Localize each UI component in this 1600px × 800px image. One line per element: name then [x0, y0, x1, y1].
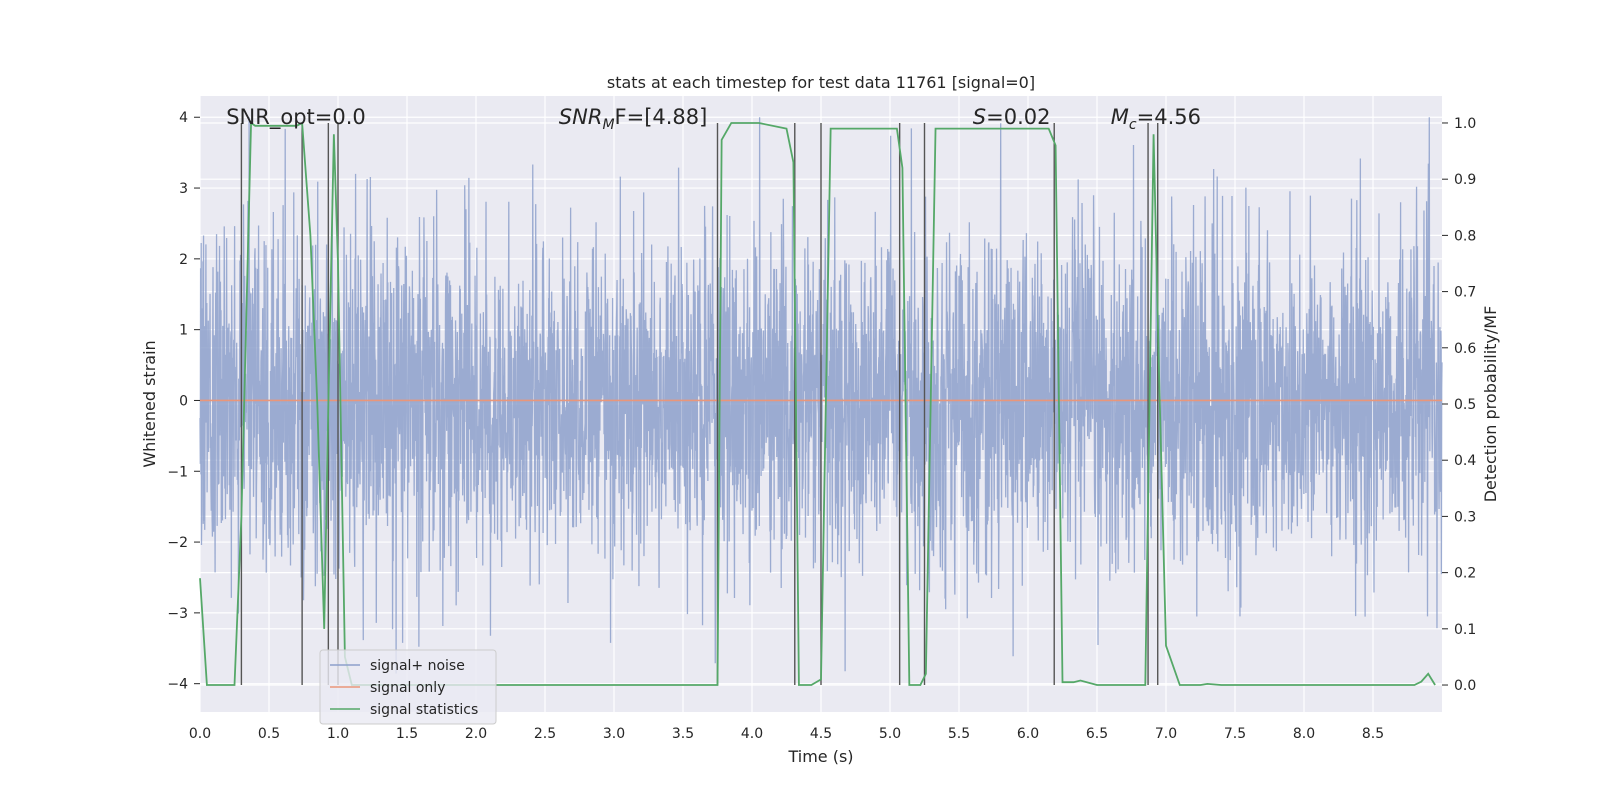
right-y-tick-label-10: 0.0: [1454, 678, 1476, 694]
x-tick-label-4: 2.0: [465, 726, 487, 742]
x-tick-label-12: 6.0: [1017, 726, 1039, 742]
right-y-tick-label-6: 0.4: [1454, 453, 1476, 469]
x-tick-label-14: 7.0: [1155, 726, 1177, 742]
vertical-markers: [240, 122, 1159, 686]
x-tick-label-2: 1.0: [327, 726, 349, 742]
annotation-mc-rest: =4.56: [1137, 105, 1201, 129]
x-tick-labels: 0.0 0.5 1.0 1.5 2.0 2.5 3.0 3.5 4.0 4.5 5.0 5.5 6.0 6…: [189, 726, 1384, 742]
annotation-mc: Mc=4.56: [1111, 105, 1201, 133]
annotation-snr-mf-main: SNR: [559, 105, 603, 129]
annotation-snr-mf: SNRMF=[4.88]: [559, 105, 708, 133]
annotation-snr-mf-sub: M: [602, 117, 614, 133]
x-axis-label: Time (s): [787, 747, 853, 766]
annotation-s-rest: =0.02: [986, 105, 1050, 129]
left-y-tick-label-7: −3: [167, 606, 188, 622]
x-tick-label-13: 6.5: [1086, 726, 1108, 742]
right-y-tick-label-1: 0.9: [1454, 172, 1476, 188]
right-y-tick-label-3: 0.7: [1454, 285, 1476, 301]
right-y-tick-label-7: 0.3: [1454, 509, 1476, 525]
signal-statistics-line: [199, 121, 1436, 686]
x-tick-label-8: 4.0: [741, 726, 763, 742]
right-y-tick-label-4: 0.6: [1454, 341, 1476, 357]
x-tick-label-15: 7.5: [1224, 726, 1246, 742]
right-y-tick-label-9: 0.1: [1454, 622, 1476, 638]
x-tick-label-0: 0.0: [189, 726, 211, 742]
annotation-mc-sub: c: [1129, 117, 1137, 133]
annotations: SNR_opt=0.0 SNRMF=[4.88] S=0.02 Mc=4.56: [226, 105, 1201, 133]
left-y-tick-label-3: 1: [179, 323, 188, 339]
signal-statistics-series: [199, 121, 1436, 686]
left-y-tick-label-8: −4: [167, 677, 188, 693]
left-y-tick-label-6: −2: [167, 535, 188, 551]
left-y-tick-label-4: 0: [179, 393, 188, 409]
left-y-axis-label: Whitened strain: [140, 340, 159, 467]
left-y-tick-label-0: 4: [179, 110, 188, 126]
chart-title: stats at each timestep for test data 117…: [607, 73, 1035, 92]
legend: signal+ noise signal only signal statist…: [319, 649, 497, 725]
left-y-tick-labels: 4 3 2 1 0 −1 −2 −3 −4: [167, 110, 200, 693]
left-y-tick-label-5: −1: [167, 464, 188, 480]
x-tick-label-3: 1.5: [396, 726, 418, 742]
annotation-snr-opt: SNR_opt=0.0: [226, 105, 366, 130]
annotation-mc-main: M: [1111, 105, 1129, 129]
right-y-tick-labels: 1.0 0.9 0.8 0.7 0.6 0.5 0.4 0.3 0.2 0.1 0.0: [1442, 116, 1476, 694]
right-y-tick-label-0: 1.0: [1454, 116, 1476, 132]
right-y-tick-label-2: 0.8: [1454, 228, 1476, 244]
x-tick-label-6: 3.0: [603, 726, 625, 742]
x-tick-label-17: 8.5: [1362, 726, 1384, 742]
legend-label-signal-only: signal only: [370, 680, 445, 696]
x-tick-label-9: 4.5: [810, 726, 832, 742]
left-y-tick-label-1: 3: [179, 181, 188, 197]
x-tick-label-5: 2.5: [534, 726, 556, 742]
left-y-tick-label-2: 2: [179, 252, 188, 268]
annotation-s-main: S: [973, 105, 986, 129]
legend-box: [319, 649, 497, 725]
x-tick-label-7: 3.5: [672, 726, 694, 742]
right-y-tick-label-5: 0.5: [1454, 397, 1476, 413]
x-tick-label-16: 8.0: [1293, 726, 1315, 742]
right-y-axis-label: Detection probability/MF: [1481, 306, 1500, 503]
legend-label-signal-statistics: signal statistics: [370, 702, 478, 718]
annotation-snr-mf-rest: F=[4.88]: [615, 105, 708, 129]
x-tick-label-1: 0.5: [258, 726, 280, 742]
right-y-tick-label-8: 0.2: [1454, 566, 1476, 582]
annotation-s: S=0.02: [973, 105, 1051, 129]
x-tick-label-11: 5.5: [948, 726, 970, 742]
x-tick-label-10: 5.0: [879, 726, 901, 742]
legend-label-signal-noise: signal+ noise: [370, 658, 465, 674]
